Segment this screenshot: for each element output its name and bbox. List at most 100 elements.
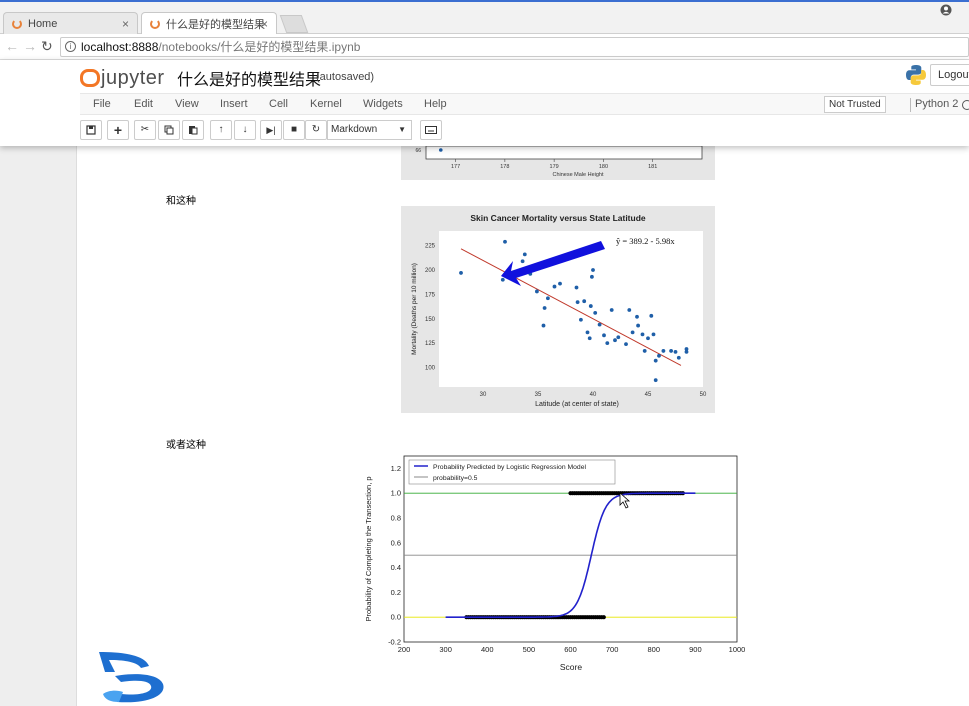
logistic-x-label: Score bbox=[560, 662, 582, 672]
height-chart-plot-area bbox=[425, 146, 703, 160]
cancer-point bbox=[541, 323, 546, 328]
arrow-up-icon: ↑ bbox=[218, 124, 224, 135]
close-icon[interactable]: × bbox=[121, 17, 129, 31]
paste-icon bbox=[189, 126, 198, 135]
menu-help[interactable]: Help bbox=[424, 98, 447, 110]
scissors-icon: ✂ bbox=[140, 124, 150, 135]
menu-edit[interactable]: Edit bbox=[134, 98, 153, 110]
height-x-tick-label: 178 bbox=[500, 164, 509, 170]
insert-cell-button[interactable]: + bbox=[107, 120, 129, 140]
logistic-x-tick-label: 500 bbox=[523, 645, 536, 654]
jupyter-logo-icon bbox=[80, 69, 100, 87]
command-palette-button[interactable] bbox=[420, 120, 442, 140]
tab-home-label: Home bbox=[28, 17, 58, 30]
forward-arrow-icon[interactable]: → bbox=[23, 38, 37, 54]
tab-home[interactable]: Home × bbox=[3, 12, 138, 34]
cancer-point bbox=[591, 268, 595, 272]
cancer-point bbox=[520, 259, 525, 264]
jupyter-header: jupyter 什么是好的模型结果 (autosaved) Logout Fil… bbox=[0, 60, 969, 146]
logout-button[interactable]: Logout bbox=[930, 64, 969, 86]
move-up-button[interactable]: ↑ bbox=[210, 120, 232, 140]
menu-view[interactable]: View bbox=[175, 98, 199, 110]
save-button[interactable] bbox=[80, 120, 102, 140]
cancer-point bbox=[642, 349, 647, 353]
cancer-point bbox=[575, 300, 580, 305]
legend-label-logistic: Probability Predicted by Logistic Regres… bbox=[433, 464, 586, 471]
cancer-point bbox=[587, 336, 592, 341]
run-button[interactable]: ▶| bbox=[260, 120, 282, 140]
cancer-point bbox=[585, 330, 590, 335]
cancer-point bbox=[649, 313, 654, 318]
url-field[interactable]: i localhost:8888/notebooks/什么是好的模型结果.ipy… bbox=[60, 37, 969, 57]
height-y-tick-label: 66 bbox=[415, 148, 421, 154]
jupyter-logo[interactable]: jupyter bbox=[80, 66, 165, 90]
python-logo-icon bbox=[906, 65, 926, 85]
menu-cell[interactable]: Cell bbox=[269, 98, 288, 110]
cancer-point bbox=[552, 284, 557, 289]
tab-notebook[interactable]: 什么是好的模型结果 × bbox=[141, 12, 277, 35]
logistic-y-tick-label: 1.2 bbox=[391, 464, 401, 473]
logistic-x-tick-label: 600 bbox=[564, 645, 577, 654]
cancer-point bbox=[616, 335, 621, 340]
cancer-point bbox=[588, 304, 593, 308]
menu-kernel[interactable]: Kernel bbox=[310, 98, 342, 110]
reload-icon[interactable]: ↻ bbox=[41, 38, 53, 54]
cancer-y-tick-label: 200 bbox=[425, 268, 436, 274]
save-icon bbox=[86, 125, 96, 135]
observation-point bbox=[601, 615, 606, 620]
paste-button[interactable] bbox=[182, 120, 204, 140]
url-path: /notebooks/什么是好的模型结果.ipynb bbox=[158, 40, 361, 54]
height-x-tick-label: 177 bbox=[451, 164, 460, 170]
move-down-button[interactable]: ↓ bbox=[234, 120, 256, 140]
cell-type-select[interactable]: Markdown ▼ bbox=[327, 120, 412, 140]
cancer-point bbox=[657, 353, 661, 358]
menu-file[interactable]: File bbox=[93, 98, 111, 110]
copy-icon bbox=[164, 125, 174, 135]
keyboard-icon bbox=[425, 126, 437, 134]
cancer-x-label: Latitude (at center of state) bbox=[535, 401, 619, 408]
logistic-y-tick-label: 0.0 bbox=[391, 613, 401, 622]
notebook-page: 177 178 179 180 181 66 Chinese Male Height 和这种… bbox=[0, 146, 969, 706]
info-icon[interactable]: i bbox=[65, 41, 76, 52]
cancer-point bbox=[602, 333, 606, 338]
autosave-status: (autosaved) bbox=[316, 71, 375, 83]
close-icon[interactable]: × bbox=[260, 17, 268, 31]
menu-insert[interactable]: Insert bbox=[220, 98, 248, 110]
trust-indicator[interactable]: Not Trusted bbox=[824, 96, 886, 113]
cancer-point bbox=[630, 330, 635, 335]
restart-button[interactable]: ↻ bbox=[305, 120, 327, 140]
url-host: localhost:8888 bbox=[81, 40, 159, 54]
cancer-y-tick-label: 175 bbox=[425, 292, 436, 298]
interrupt-button[interactable]: ■ bbox=[283, 120, 305, 140]
notebook-title[interactable]: 什么是好的模型结果 bbox=[177, 72, 322, 89]
cancer-point bbox=[593, 311, 598, 315]
cancer-x-tick-label: 35 bbox=[535, 392, 542, 398]
height-point bbox=[438, 148, 443, 152]
height-chart: 177 178 179 180 181 66 Chinese Male Height bbox=[401, 146, 715, 180]
height-x-tick-label: 181 bbox=[648, 164, 657, 170]
height-x-label: Chinese Male Height bbox=[552, 172, 604, 178]
regression-line bbox=[460, 248, 682, 366]
jupyter-favicon-icon bbox=[150, 19, 160, 29]
profile-icon[interactable] bbox=[940, 4, 952, 16]
address-bar: ← → ↻ i localhost:8888/notebooks/什么是好的模型… bbox=[0, 34, 969, 60]
logistic-x-tick-label: 300 bbox=[439, 645, 452, 654]
step-forward-icon: ▶| bbox=[266, 125, 276, 135]
cancer-y-tick-label: 225 bbox=[425, 244, 436, 250]
logistic-y-tick-label: 0.2 bbox=[391, 588, 401, 597]
back-arrow-icon[interactable]: ← bbox=[5, 38, 19, 54]
cut-button[interactable]: ✂ bbox=[134, 120, 156, 140]
kernel-status-icon bbox=[962, 100, 969, 110]
menu-widgets[interactable]: Widgets bbox=[363, 98, 403, 110]
cancer-point bbox=[684, 347, 689, 351]
regression-equation: ŷ = 389.2 - 5.98x bbox=[616, 236, 675, 246]
arrow-down-icon: ↓ bbox=[242, 124, 248, 135]
cancer-point bbox=[459, 271, 463, 275]
logistic-x-tick-label: 200 bbox=[398, 645, 411, 654]
copy-button[interactable] bbox=[158, 120, 180, 140]
new-tab-button[interactable] bbox=[279, 15, 309, 33]
cancer-point bbox=[582, 299, 587, 304]
cancer-point bbox=[613, 338, 617, 343]
jupyter-favicon-icon bbox=[12, 18, 22, 29]
cancer-point bbox=[546, 296, 550, 301]
